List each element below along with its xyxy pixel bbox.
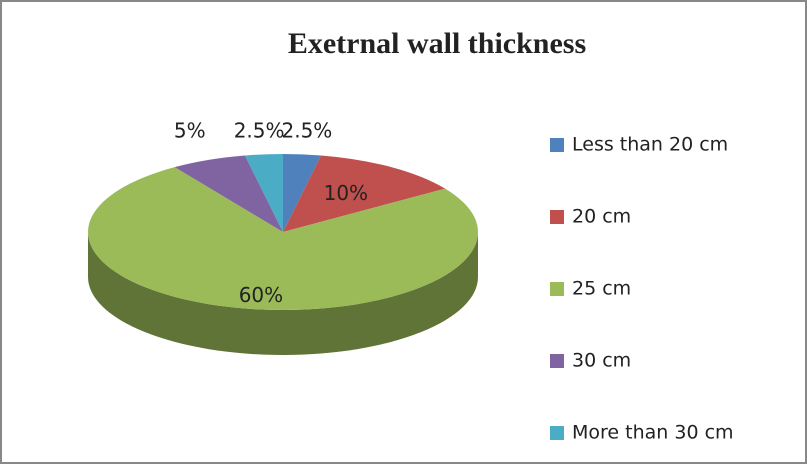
data-label: 10% — [324, 181, 368, 205]
data-label: 2.5% — [234, 119, 285, 143]
pie-slice — [283, 154, 322, 232]
pie-slice-side — [88, 232, 478, 355]
data-label: 60% — [239, 283, 283, 307]
pie-slice — [244, 154, 283, 232]
pie-slice — [174, 155, 283, 232]
legend-swatch — [550, 282, 564, 296]
data-label: 2.5% — [281, 119, 332, 143]
pie-slice — [88, 167, 479, 310]
legend-swatch — [550, 354, 564, 368]
legend-label: Less than 20 cm — [572, 134, 728, 156]
legend-swatch — [550, 426, 564, 440]
legend-swatch — [550, 138, 564, 152]
pie-slice — [283, 155, 446, 232]
legend-label: 25 cm — [572, 278, 631, 300]
legend-label: 30 cm — [572, 350, 631, 372]
data-label: 5% — [174, 119, 206, 143]
legend-swatch — [550, 210, 564, 224]
chart-title: Exetrnal wall thickness — [288, 27, 586, 60]
legend-label: 20 cm — [572, 206, 631, 228]
legend-label: More than 30 cm — [572, 422, 734, 444]
